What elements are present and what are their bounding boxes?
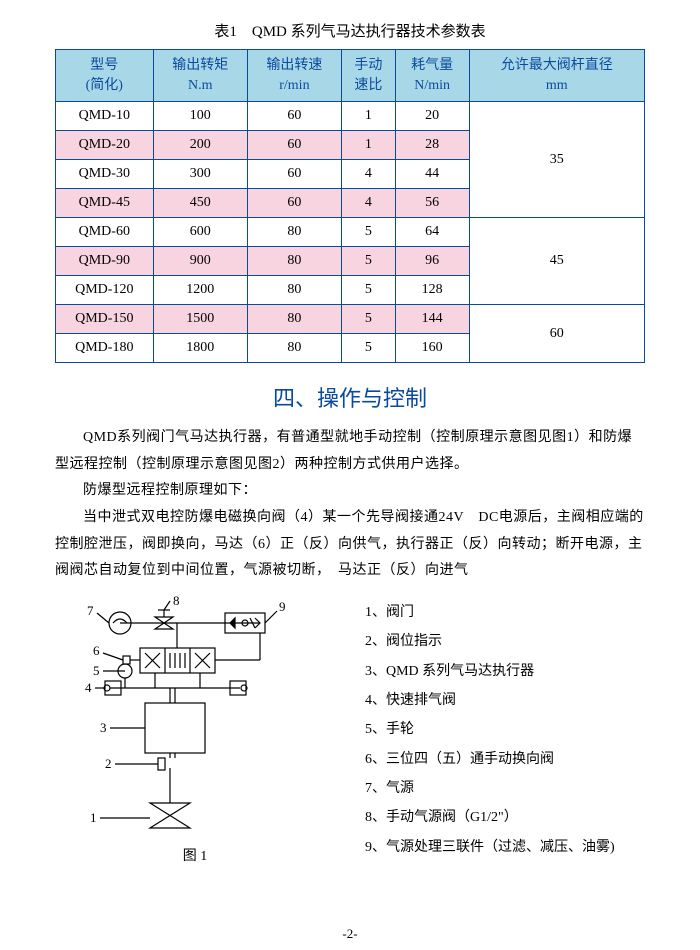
table-cell: 5 xyxy=(342,247,396,276)
table-cell: 200 xyxy=(153,131,247,160)
table-cell: 1 xyxy=(342,102,396,131)
table-cell: QMD-45 xyxy=(56,189,154,218)
table-cell: 96 xyxy=(395,247,469,276)
svg-text:1: 1 xyxy=(90,810,97,825)
table-cell: 450 xyxy=(153,189,247,218)
svg-text:6: 6 xyxy=(93,643,100,658)
legend-item: 1、阀门 xyxy=(365,598,645,627)
figure-caption: 图 1 xyxy=(55,845,335,865)
table-cell: 300 xyxy=(153,160,247,189)
table-cell: 5 xyxy=(342,276,396,305)
svg-text:2: 2 xyxy=(105,756,112,771)
svg-text:3: 3 xyxy=(100,720,107,735)
table-cell: QMD-10 xyxy=(56,102,154,131)
table-cell: 5 xyxy=(342,218,396,247)
svg-text:8: 8 xyxy=(173,593,180,608)
svg-text:4: 4 xyxy=(85,680,92,695)
table-row: QMD-101006012035 xyxy=(56,102,645,131)
spec-table: 型号(简化)输出转矩N.m输出转速r/min手动速比耗气量N/min允许最大阀杆… xyxy=(55,49,645,363)
table-cell: 56 xyxy=(395,189,469,218)
table-header: 允许最大阀杆直径mm xyxy=(469,50,644,102)
table-cell: 28 xyxy=(395,131,469,160)
svg-text:9: 9 xyxy=(279,599,286,614)
table-cell: QMD-150 xyxy=(56,305,154,334)
page-number: -2- xyxy=(0,926,700,942)
table-cell: 144 xyxy=(395,305,469,334)
paragraph: 当中泄式双电控防爆电磁换向阀（4）某一个先导阀接通24V DC电源后，主阀相应端… xyxy=(55,505,645,585)
table-cell-merged: 35 xyxy=(469,102,644,218)
paragraph: 防爆型远程控制原理如下： xyxy=(55,478,645,505)
legend-item: 4、快速排气阀 xyxy=(365,686,645,715)
table-cell: 44 xyxy=(395,160,469,189)
legend-item: 9、气源处理三联件（过滤、减压、油雾) xyxy=(365,833,645,862)
table-cell: 64 xyxy=(395,218,469,247)
table-row: QMD-150150080514460 xyxy=(56,305,645,334)
table-cell: QMD-180 xyxy=(56,334,154,363)
table-cell: 1500 xyxy=(153,305,247,334)
table-cell: 4 xyxy=(342,189,396,218)
table-cell: 60 xyxy=(247,131,341,160)
table-header: 耗气量N/min xyxy=(395,50,469,102)
table-header: 输出转矩N.m xyxy=(153,50,247,102)
svg-text:7: 7 xyxy=(87,603,94,618)
table-cell: 20 xyxy=(395,102,469,131)
table-cell: QMD-30 xyxy=(56,160,154,189)
section-title: 四、操作与控制 xyxy=(55,381,645,413)
legend-item: 5、手轮 xyxy=(365,715,645,744)
figure-legend: 1、阀门2、阀位指示3、QMD 系列气马达执行器4、快速排气阀5、手轮6、三位四… xyxy=(335,593,645,865)
table-cell: 5 xyxy=(342,305,396,334)
table-cell: QMD-90 xyxy=(56,247,154,276)
legend-item: 7、气源 xyxy=(365,774,645,803)
paragraph: QMD系列阀门气马达执行器，有普通型就地手动控制（控制原理示意图见图1）和防爆型… xyxy=(55,425,645,478)
table-cell: 80 xyxy=(247,276,341,305)
table-cell: 100 xyxy=(153,102,247,131)
table-cell: 600 xyxy=(153,218,247,247)
svg-text:5: 5 xyxy=(93,663,100,678)
table-header: 输出转速r/min xyxy=(247,50,341,102)
schematic-diagram: 1 2 3 4 5 6 7 8 9 图 1 xyxy=(55,593,335,865)
table-cell: QMD-20 xyxy=(56,131,154,160)
table-row: QMD-606008056445 xyxy=(56,218,645,247)
table-cell: 80 xyxy=(247,247,341,276)
table-header: 型号(简化) xyxy=(56,50,154,102)
legend-item: 2、阀位指示 xyxy=(365,627,645,656)
table-cell: 60 xyxy=(247,160,341,189)
table-header: 手动速比 xyxy=(342,50,396,102)
legend-item: 8、手动气源阀（G1/2"） xyxy=(365,803,645,832)
table-cell-merged: 60 xyxy=(469,305,644,363)
table-cell: 160 xyxy=(395,334,469,363)
table-title: 表1 QMD 系列气马达执行器技术参数表 xyxy=(55,20,645,41)
legend-item: 6、三位四（五）通手动换向阀 xyxy=(365,745,645,774)
table-cell: 4 xyxy=(342,160,396,189)
table-cell: 1 xyxy=(342,131,396,160)
table-cell: 80 xyxy=(247,305,341,334)
table-cell: 60 xyxy=(247,102,341,131)
table-cell: 60 xyxy=(247,189,341,218)
body-text: QMD系列阀门气马达执行器，有普通型就地手动控制（控制原理示意图见图1）和防爆型… xyxy=(55,425,645,585)
table-cell: 5 xyxy=(342,334,396,363)
table-cell-merged: 45 xyxy=(469,218,644,305)
table-cell: 1200 xyxy=(153,276,247,305)
table-cell: 1800 xyxy=(153,334,247,363)
table-cell: QMD-120 xyxy=(56,276,154,305)
legend-item: 3、QMD 系列气马达执行器 xyxy=(365,657,645,686)
table-cell: QMD-60 xyxy=(56,218,154,247)
figure-area: 1 2 3 4 5 6 7 8 9 图 1 1、阀门2、阀位指示3、QMD 系列… xyxy=(55,593,645,865)
table-cell: 128 xyxy=(395,276,469,305)
table-cell: 80 xyxy=(247,218,341,247)
table-cell: 80 xyxy=(247,334,341,363)
table-cell: 900 xyxy=(153,247,247,276)
